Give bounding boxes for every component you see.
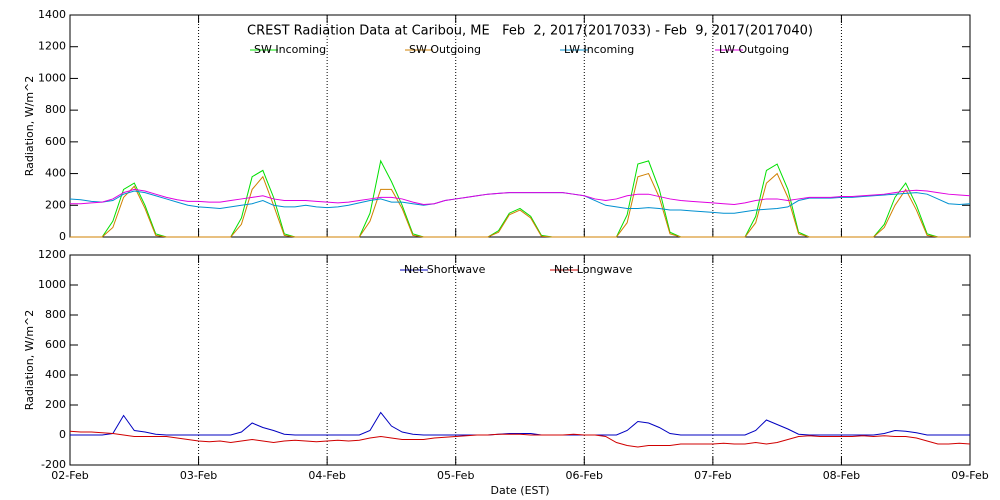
x-tick-label: 03-Feb [180,469,217,482]
x-tick-label: 06-Feb [566,469,603,482]
y-tick-label: 1200 [38,40,66,53]
series-line [70,411,970,436]
y-tick-label: 400 [45,368,66,381]
y-tick-label: 600 [45,338,66,351]
y-tick-label: 400 [45,167,66,180]
legend-label: Net Shortwave [404,263,486,276]
x-axis-label: Date (EST) [490,484,549,497]
series-line [70,172,970,238]
x-tick-label: 08-Feb [823,469,860,482]
x-tick-label: 09-Feb [951,469,988,482]
y-axis-label: Radiation, W/m^2 [23,310,36,411]
x-tick-label: 04-Feb [308,469,345,482]
y-tick-label: 1400 [38,8,66,21]
y-tick-label: 1000 [38,278,66,291]
y-tick-label: 800 [45,308,66,321]
y-tick-label: 0 [59,230,66,243]
legend-label: LW Outgoing [719,43,789,56]
y-tick-label: 1000 [38,71,66,84]
y-tick-label: 200 [45,398,66,411]
x-tick-label: 02-Feb [51,469,88,482]
legend-label: Net Longwave [554,263,633,276]
series-line [70,188,971,205]
x-tick-label: 07-Feb [694,469,731,482]
y-tick-label: 0 [59,428,66,441]
y-tick-label: 200 [45,198,66,211]
legend-label: LW Incoming [564,43,634,56]
y-tick-label: 1200 [38,248,66,261]
y-tick-label: 600 [45,135,66,148]
y-axis-label: Radiation, W/m^2 [23,76,36,177]
legend-label: SW Incoming [254,43,326,56]
plot-frame [69,14,971,238]
y-tick-label: -200 [41,458,66,471]
series-line [69,430,971,448]
y-tick-label: 800 [45,103,66,116]
chart-title: CREST Radiation Data at Caribou, ME Feb … [247,24,813,39]
plot-frame [69,254,971,466]
legend-label: SW Outgoing [409,43,481,56]
x-tick-label: 05-Feb [437,469,474,482]
